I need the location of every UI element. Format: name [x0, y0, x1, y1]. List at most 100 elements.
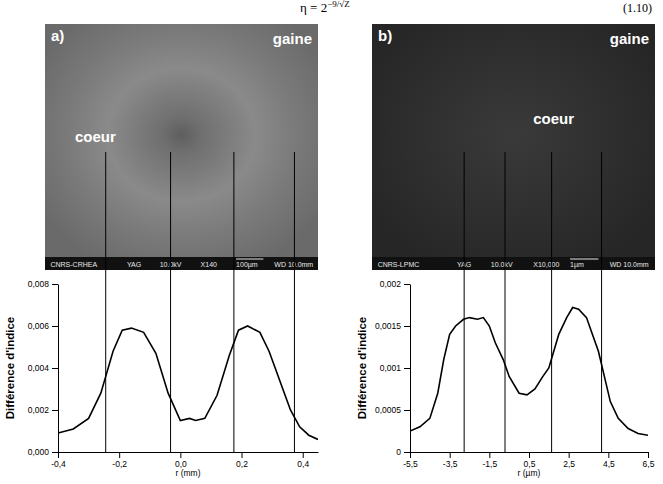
- x-tick-label: 6,5: [643, 459, 655, 469]
- x-tick-mark: [569, 452, 570, 458]
- caption-text: WD 10.0mm: [610, 261, 649, 268]
- x-tick-mark: [119, 452, 120, 458]
- x-tick-mark: [648, 452, 649, 458]
- y-tick-label: 0,000: [28, 447, 50, 457]
- y-tick: 0,008: [28, 279, 58, 289]
- y-tick-mark: [52, 284, 58, 285]
- x-tick-label: -0,4: [51, 459, 66, 469]
- y-tick-label: 0,004: [28, 363, 50, 373]
- y-tick-label: 0,002: [28, 405, 50, 415]
- y-tick-label: 0,002: [380, 279, 402, 289]
- y-tick-label: 0,006: [28, 321, 50, 331]
- boundary-line: [294, 152, 295, 452]
- x-tick: 0,4: [297, 452, 309, 469]
- panel-label: b): [378, 27, 392, 44]
- x-tick: -0,2: [112, 452, 127, 469]
- y-tick-mark: [52, 326, 58, 327]
- x-axis: -0,4 -0,2 0,0 0,2 0,4: [51, 452, 318, 469]
- x-axis: -5,5 -3,5 -1,5 0,5 2,5 4,5 6,5: [403, 452, 655, 469]
- caption-text: WD 10.0mm: [274, 261, 313, 268]
- x-tick: 0,0: [175, 452, 187, 469]
- x-tick-label: -3,5: [443, 459, 458, 469]
- y-tick-label: 0: [396, 447, 401, 457]
- x-tick-label: -5,5: [403, 459, 418, 469]
- x-tick-label: -1,5: [483, 459, 498, 469]
- x-tick: 6,5: [643, 452, 655, 469]
- formula: η = 2: [300, 0, 327, 15]
- x-tick: -5,5: [403, 452, 418, 469]
- boundary-line: [464, 152, 465, 452]
- micrograph: [45, 24, 318, 270]
- y-tick-mark: [404, 326, 410, 327]
- y-tick-label: 0,008: [28, 279, 50, 289]
- plot-area: [410, 308, 648, 436]
- x-tick-mark: [529, 452, 530, 458]
- y-tick-label: 0,0005: [375, 405, 401, 415]
- x-tick: -1,5: [483, 452, 498, 469]
- boundary-line: [551, 152, 552, 452]
- scale-bar: [236, 259, 263, 260]
- region-label: coeur: [533, 110, 574, 127]
- equation-number: (1.10): [623, 1, 652, 15]
- caption-text: CNRS-CRHEA: [50, 261, 97, 268]
- profile-line: [410, 308, 648, 436]
- x-tick: 0,2: [236, 452, 248, 469]
- y-axis-title: Différence d'indice: [356, 317, 368, 419]
- y-tick-label: 0,0015: [375, 321, 401, 331]
- y-tick-mark: [404, 368, 410, 369]
- boundary-line: [233, 152, 234, 452]
- y-tick: 0,0015: [375, 321, 410, 331]
- x-tick: 2,5: [563, 452, 575, 469]
- x-tick: 4,5: [603, 452, 615, 469]
- y-tick-mark: [404, 410, 410, 411]
- formula-exponent: −9/√Z: [327, 0, 350, 9]
- y-axis-title: Différence d'indice: [4, 317, 16, 419]
- figure: η = 2−9/√Z(1.10)CNRS-CRHEAYAG10.0kVX1401…: [0, 0, 663, 484]
- x-axis-line: [59, 452, 319, 453]
- y-tick: 0,002: [28, 405, 58, 415]
- micrograph: [372, 24, 655, 270]
- caption-text: 100µm: [236, 261, 258, 269]
- caption-bar: [45, 257, 318, 270]
- x-tick-label: -0,2: [112, 459, 127, 469]
- y-tick-mark: [52, 410, 58, 411]
- y-axis: 0,000 0,002 0,004 0,006 0,008: [28, 279, 59, 457]
- x-tick: 0,5: [524, 452, 536, 469]
- y-tick: 0: [396, 447, 410, 457]
- x-tick-label: 4,5: [603, 459, 615, 469]
- profile-line: [58, 326, 318, 439]
- y-tick: 0,004: [28, 363, 58, 373]
- region-label: gaine: [610, 30, 649, 47]
- caption-text: 1µm: [570, 261, 584, 269]
- region-label: gaine: [273, 30, 312, 47]
- x-axis-title: r (mm): [175, 468, 200, 478]
- y-tick: 0,0005: [375, 405, 410, 415]
- y-axis-line: [410, 285, 411, 453]
- x-tick-mark: [58, 452, 59, 458]
- x-tick-label: 2,5: [563, 459, 575, 469]
- panel: CNRS-LPMCYAG10.0kVX10,0001µmWD 10.0mmb)g…: [356, 24, 655, 478]
- caption-bar: [372, 257, 655, 270]
- y-tick-label: 0,001: [380, 363, 402, 373]
- x-tick-label: 0,4: [297, 459, 309, 469]
- boundary-line: [505, 152, 506, 452]
- boundary-line: [170, 152, 171, 452]
- scale-bar: [570, 259, 598, 260]
- y-tick-mark: [404, 452, 410, 453]
- x-tick-mark: [303, 452, 304, 458]
- y-axis-line: [58, 285, 59, 453]
- y-tick: 0,006: [28, 321, 58, 331]
- panel-label: a): [51, 27, 64, 44]
- y-tick: 0,002: [380, 279, 410, 289]
- x-tick-mark: [489, 452, 490, 458]
- x-tick-mark: [410, 452, 411, 458]
- y-tick-mark: [52, 452, 58, 453]
- boundary-line: [601, 152, 602, 452]
- caption-text: 10.0kV: [491, 261, 513, 268]
- caption-text: X10,000: [533, 261, 559, 268]
- caption-text: CNRS-LPMC: [378, 261, 420, 268]
- x-tick: -0,4: [51, 452, 66, 469]
- x-tick-mark: [608, 452, 609, 458]
- y-tick-mark: [404, 284, 410, 285]
- plot-area: [58, 326, 318, 439]
